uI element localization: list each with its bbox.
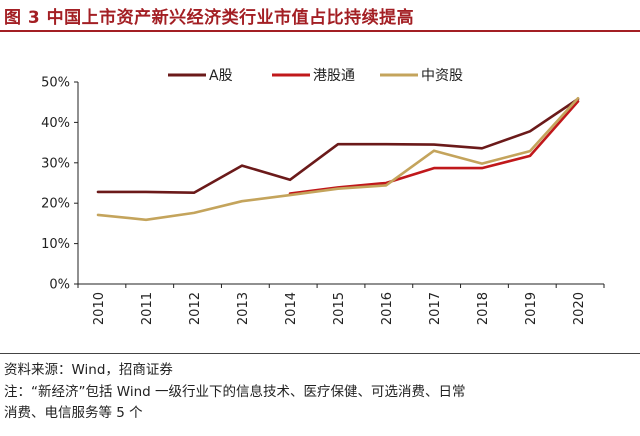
x-tick-label: 2018 <box>476 292 491 325</box>
y-tick-label: 10% <box>41 237 70 252</box>
line-chart: 0% 10% 20% 30% 40% 50% 2010 2011 2012 2013 2014 201… <box>41 68 605 325</box>
footnote-line-1: 注：“新经济”包括 Wind 一级行业下的信息技术、医疗保健、可选消费、日常 <box>4 384 466 400</box>
figure-title: 图 3 中国上市资产新兴经济类行业市值占比持续提高 <box>4 8 415 28</box>
x-tick-label: 2014 <box>284 292 299 325</box>
y-tick-label: 20% <box>41 197 70 212</box>
x-tick-label: 2013 <box>236 292 251 325</box>
x-tick-label: 2016 <box>380 292 395 325</box>
x-tick-label: 2010 <box>92 292 107 325</box>
axes: 0% 10% 20% 30% 40% 50% 2010 2011 2012 2013 2014 201… <box>41 76 605 325</box>
footnote-line-2: 消费、电信服务等 5 个 <box>4 405 143 421</box>
y-tick-label: 40% <box>41 116 70 131</box>
x-tick-label: 2015 <box>332 292 347 325</box>
y-tick-label: 50% <box>41 76 70 91</box>
legend-label: 中资股 <box>421 68 463 84</box>
series-line-1 <box>96 97 580 194</box>
series-line-3 <box>96 96 580 222</box>
source-note: 资料来源：Wind，招商证券 <box>4 362 173 378</box>
x-tick-label: 2020 <box>572 292 587 325</box>
x-tick-label: 2019 <box>524 292 539 325</box>
x-tick-label: 2017 <box>428 292 443 325</box>
legend: A股 港股通 中资股 <box>168 68 463 84</box>
legend-label: 港股通 <box>313 68 355 84</box>
y-tick-label: 30% <box>41 156 70 171</box>
x-tick-label: 2012 <box>188 292 203 325</box>
x-tick-label: 2011 <box>140 292 155 325</box>
title-bar: 图 3 中国上市资产新兴经济类行业市值占比持续提高 <box>0 0 640 32</box>
series-lines <box>96 96 580 222</box>
y-tick-label: 0% <box>49 278 70 293</box>
source-divider <box>0 353 640 354</box>
legend-label: A股 <box>209 68 233 84</box>
